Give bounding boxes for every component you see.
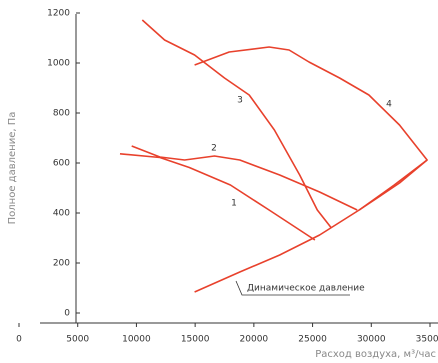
leader-line	[235, 280, 350, 296]
x-tick-label: 5000	[66, 335, 89, 345]
curve-label: 2	[211, 144, 217, 154]
y-tick-label: 400	[53, 209, 70, 219]
y-tick-label: 0	[64, 309, 70, 319]
x-tick-label: 0	[16, 335, 22, 345]
x-tick-label: 15000	[181, 335, 210, 345]
y-tick-label: 200	[53, 259, 70, 269]
y-tick-label: 600	[53, 159, 70, 169]
y-tick-label: 1000	[47, 59, 70, 69]
x-tick-label: 10000	[122, 335, 151, 345]
x-axis-title: Расход воздуха, м³/час	[315, 349, 436, 360]
curve	[119, 153, 316, 241]
curve	[131, 145, 358, 211]
y-tick-label: 800	[53, 109, 70, 119]
curve	[194, 46, 428, 211]
x-tick-label: 25000	[298, 335, 327, 345]
y-tick-label: 1200	[47, 9, 70, 19]
curve	[194, 159, 428, 293]
x-tick-label: 35000	[416, 335, 438, 345]
curve-label: 4	[386, 100, 392, 110]
curve-label: Динамическое давление	[247, 284, 365, 294]
curve	[141, 19, 333, 229]
y-axis-title: Полное давление, Па	[7, 112, 18, 225]
curve-label: 1	[231, 199, 237, 209]
curve-label: 3	[237, 96, 243, 106]
x-tick-label: 30000	[357, 335, 386, 345]
x-tick-label: 20000	[240, 335, 269, 345]
